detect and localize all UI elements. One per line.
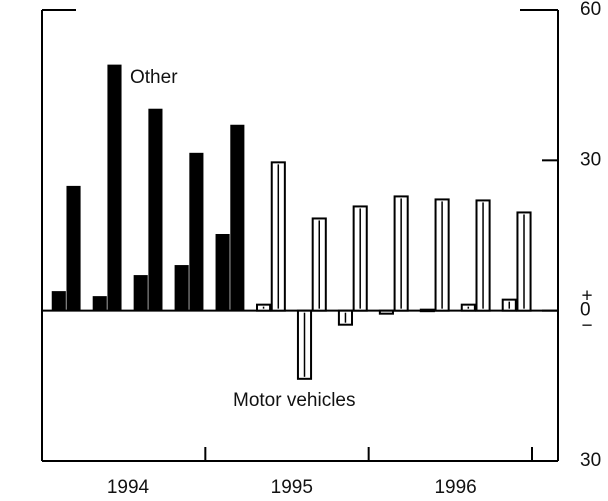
bar (174, 265, 189, 312)
x-tick-label: 1996 (434, 477, 476, 498)
plus-sign: + (581, 286, 592, 307)
x-tick-label: 1995 (271, 477, 313, 498)
bar (51, 291, 66, 312)
bar (66, 185, 81, 312)
bar (230, 124, 245, 312)
x-tick-label: 1994 (107, 477, 150, 498)
bar (189, 152, 204, 312)
bar (419, 308, 435, 313)
frame (41, 9, 559, 462)
y-tick-label: 60 (580, 0, 601, 20)
bar (148, 108, 163, 312)
bar (215, 233, 230, 312)
y-tick-label: 0 (580, 300, 591, 321)
bar (107, 64, 122, 312)
y-tick-label: 30 (580, 149, 601, 170)
series-label: Other (130, 67, 178, 88)
bar (92, 296, 107, 312)
bar (378, 309, 394, 315)
y-tick-label: 30 (580, 450, 601, 471)
minus-sign: − (581, 316, 592, 337)
bar (133, 275, 148, 312)
series-label: Motor vehicles (233, 390, 356, 411)
